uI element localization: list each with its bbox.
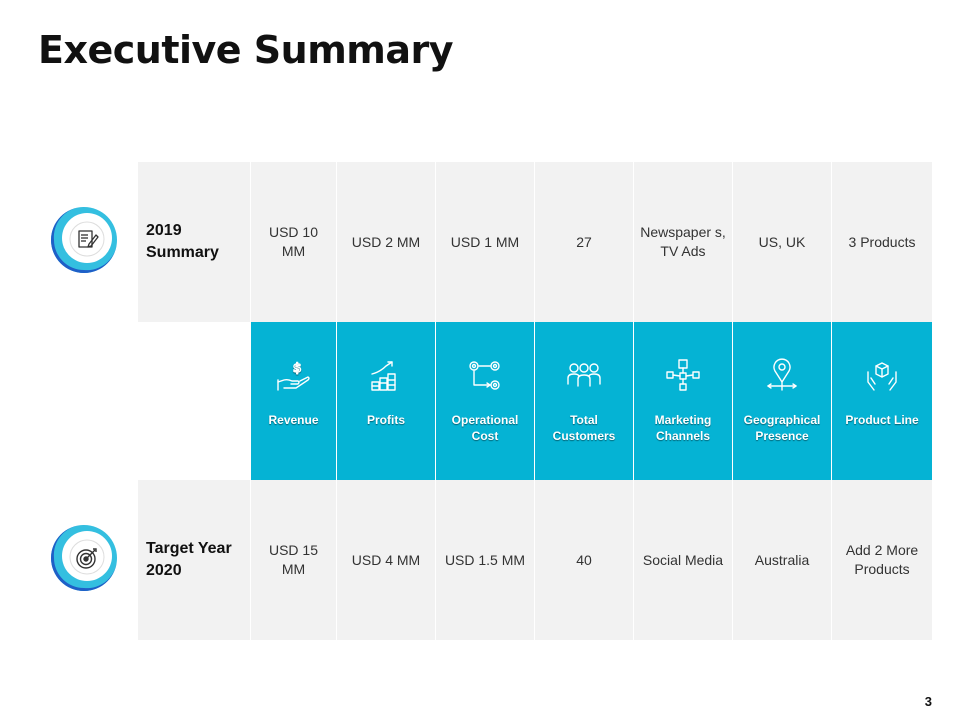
cell-2019-geographical-presence: US, UK bbox=[732, 162, 831, 322]
header-label-product-line: Product Line bbox=[845, 413, 919, 427]
coins-growth-icon bbox=[371, 361, 396, 391]
network-channels-icon bbox=[666, 359, 700, 391]
cell-2019-marketing-channels: Newspaper s, TV Ads bbox=[633, 162, 732, 322]
cell-2020-operational-cost: USD 1.5 MM bbox=[435, 480, 534, 640]
target-dart-icon bbox=[48, 522, 120, 594]
slide-title: Executive Summary bbox=[38, 28, 454, 72]
cell-2020-geographical-presence: Australia bbox=[732, 480, 831, 640]
row-label-2020: Target Year 2020 bbox=[138, 480, 250, 640]
hands-box-icon bbox=[867, 362, 897, 391]
summary-table: 2019 Summary USD 10 MM USD 2 MM USD 1 MM… bbox=[138, 162, 932, 640]
header-operational-cost: Operational Cost bbox=[435, 322, 534, 480]
header-label-profits: Profits bbox=[366, 413, 405, 427]
cell-2020-revenue: USD 15 MM bbox=[250, 480, 336, 640]
cell-2019-revenue: USD 10 MM bbox=[250, 162, 336, 322]
header-blank-cell bbox=[138, 322, 250, 480]
cell-2019-profits: USD 2 MM bbox=[336, 162, 435, 322]
header-marketing-channels: Marketing Channels bbox=[633, 322, 732, 480]
cell-2020-marketing-channels: Social Media bbox=[633, 480, 732, 640]
document-pen-icon bbox=[48, 204, 120, 276]
header-label-revenue: Revenue bbox=[268, 413, 319, 427]
header-label-geographical-presence: Geographical Presence bbox=[743, 413, 821, 444]
gears-flow-icon bbox=[469, 361, 500, 390]
location-pin-icon bbox=[767, 358, 797, 391]
cell-2020-total-customers: 40 bbox=[534, 480, 633, 640]
header-geographical-presence: Geographical Presence bbox=[732, 322, 831, 480]
svg-text:$: $ bbox=[293, 361, 301, 375]
cell-2020-product-line: Add 2 More Products bbox=[831, 480, 932, 640]
header-product-line: Product Line bbox=[831, 322, 932, 480]
header-revenue: $ Revenue bbox=[250, 322, 336, 480]
cell-2019-product-line: 3 Products bbox=[831, 162, 932, 322]
hand-dollar-icon: $ bbox=[276, 360, 310, 391]
cell-2019-operational-cost: USD 1 MM bbox=[435, 162, 534, 322]
people-group-icon bbox=[567, 363, 601, 387]
header-label-marketing-channels: Marketing Channels bbox=[654, 413, 712, 444]
header-label-operational-cost: Operational Cost bbox=[451, 413, 519, 444]
header-total-customers: Total Customers bbox=[534, 322, 633, 480]
header-label-total-customers: Total Customers bbox=[552, 413, 616, 444]
header-profits: Profits bbox=[336, 322, 435, 480]
cell-2020-profits: USD 4 MM bbox=[336, 480, 435, 640]
row-label-2019: 2019 Summary bbox=[138, 162, 250, 322]
cell-2019-total-customers: 27 bbox=[534, 162, 633, 322]
page-number: 3 bbox=[924, 694, 932, 709]
